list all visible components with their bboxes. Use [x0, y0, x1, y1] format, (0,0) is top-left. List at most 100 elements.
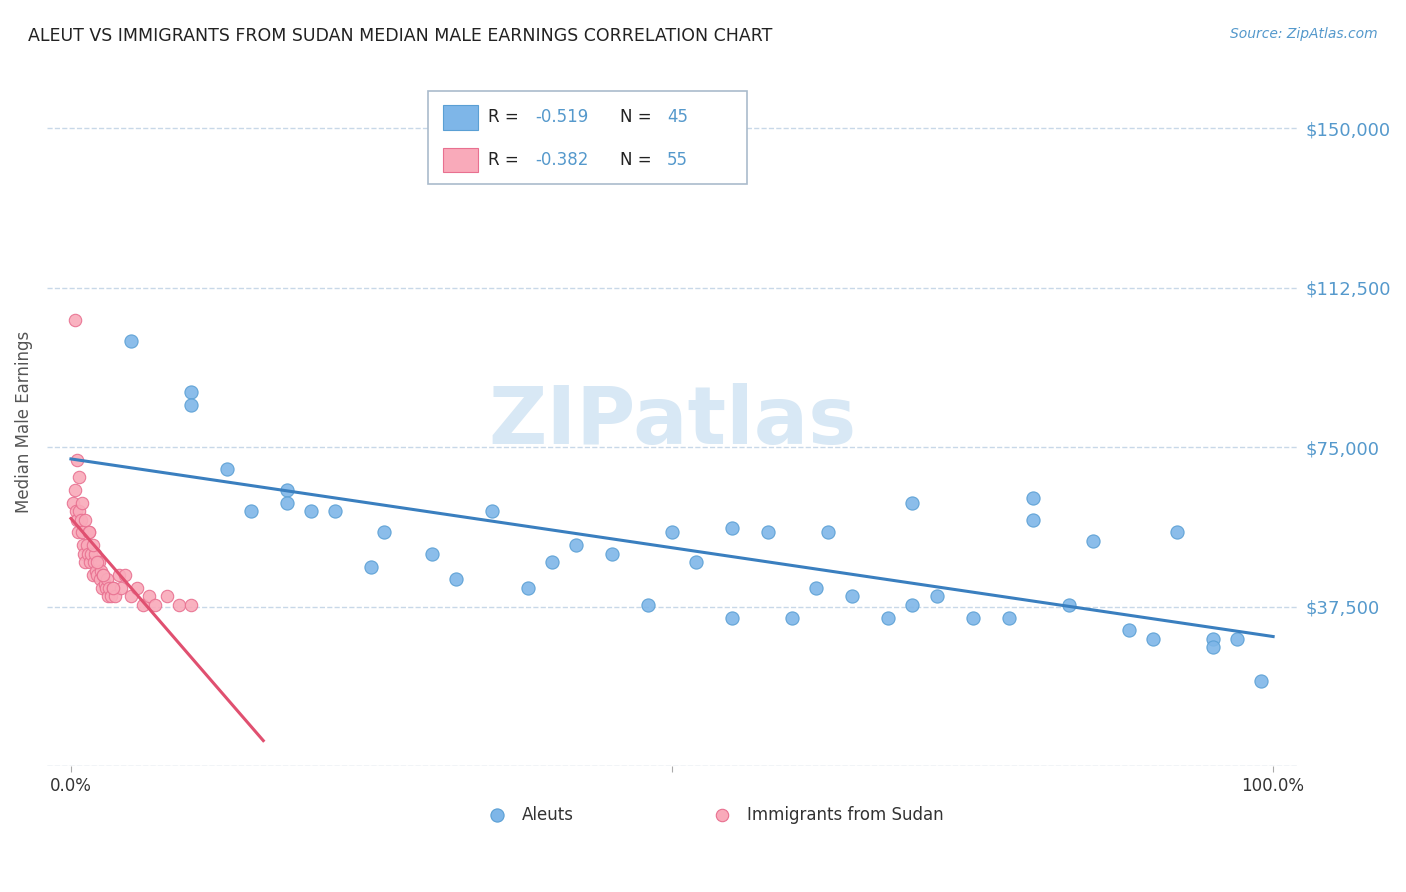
Point: [180, 598, 202, 612]
Point: [72, 538, 94, 552]
Point: [125, 581, 148, 595]
Point: [89, 572, 111, 586]
Bar: [443, 105, 478, 129]
Point: [373, 525, 395, 540]
Point: [84, 547, 107, 561]
Point: [516, 581, 538, 595]
Point: [100, 589, 122, 603]
Point: [93, 568, 115, 582]
Point: [841, 589, 863, 603]
Point: [138, 589, 160, 603]
Point: [180, 385, 202, 400]
Point: [77, 525, 100, 540]
Point: [67, 525, 90, 540]
Point: [70, 496, 93, 510]
Point: [70, 525, 93, 540]
Point: [67, 470, 90, 484]
Point: [661, 525, 683, 540]
Text: -0.519: -0.519: [536, 108, 589, 127]
Point: [108, 568, 131, 582]
Point: [1118, 624, 1140, 638]
FancyBboxPatch shape: [429, 91, 747, 185]
Point: [120, 334, 142, 348]
Point: [75, 513, 97, 527]
Point: [67, 504, 90, 518]
Point: [444, 572, 467, 586]
Point: [1202, 640, 1225, 655]
Text: ZIPatlas: ZIPatlas: [488, 383, 856, 461]
Text: 45: 45: [666, 108, 688, 127]
Text: Aleuts: Aleuts: [522, 805, 574, 823]
Point: [79, 555, 101, 569]
Bar: [443, 148, 478, 172]
Point: [756, 525, 779, 540]
Point: [685, 555, 707, 569]
Point: [86, 555, 108, 569]
Point: [1166, 525, 1188, 540]
Point: [93, 568, 115, 582]
Point: [600, 547, 623, 561]
Point: [925, 589, 948, 603]
Point: [75, 555, 97, 569]
Point: [65, 504, 87, 518]
Point: [481, 504, 503, 518]
Text: Immigrants from Sudan: Immigrants from Sudan: [747, 805, 943, 823]
Point: [276, 496, 298, 510]
Point: [66, 513, 89, 527]
Point: [97, 589, 120, 603]
Point: [114, 568, 136, 582]
Point: [780, 610, 803, 624]
Point: [806, 581, 828, 595]
Point: [84, 564, 107, 578]
Point: [1250, 674, 1272, 689]
Point: [62, 496, 84, 510]
Point: [962, 610, 984, 624]
Point: [1021, 513, 1043, 527]
Point: [360, 559, 382, 574]
Y-axis label: Median Male Earnings: Median Male Earnings: [15, 331, 32, 513]
Point: [492, 759, 515, 773]
Point: [1057, 598, 1080, 612]
Point: [91, 581, 114, 595]
Point: [86, 568, 108, 582]
Point: [63, 313, 86, 327]
Point: [156, 589, 179, 603]
Point: [877, 610, 900, 624]
Point: [325, 504, 347, 518]
Point: [143, 598, 166, 612]
Point: [98, 581, 121, 595]
Point: [180, 398, 202, 412]
Point: [82, 538, 104, 552]
Point: [540, 555, 562, 569]
Point: [1081, 534, 1104, 549]
Point: [299, 504, 322, 518]
Point: [217, 461, 239, 475]
Point: [1021, 491, 1043, 506]
Point: [1142, 632, 1164, 646]
Point: [1226, 632, 1249, 646]
Point: [997, 610, 1019, 624]
Point: [420, 547, 443, 561]
Point: [76, 538, 98, 552]
Point: [901, 496, 924, 510]
Point: [83, 555, 105, 569]
Point: [104, 589, 127, 603]
Point: [101, 581, 124, 595]
Text: ALEUT VS IMMIGRANTS FROM SUDAN MEDIAN MALE EARNINGS CORRELATION CHART: ALEUT VS IMMIGRANTS FROM SUDAN MEDIAN MA…: [28, 27, 772, 45]
Text: R =: R =: [488, 108, 524, 127]
Point: [167, 598, 190, 612]
Text: -0.382: -0.382: [536, 151, 589, 169]
Point: [120, 589, 142, 603]
Point: [637, 598, 659, 612]
Text: N =: N =: [620, 151, 657, 169]
Text: N =: N =: [620, 108, 657, 127]
Point: [240, 504, 263, 518]
Point: [94, 581, 117, 595]
Point: [110, 581, 132, 595]
Point: [66, 453, 89, 467]
Point: [721, 610, 744, 624]
Point: [69, 513, 91, 527]
Point: [82, 568, 104, 582]
Point: [90, 564, 112, 578]
Point: [87, 555, 110, 569]
